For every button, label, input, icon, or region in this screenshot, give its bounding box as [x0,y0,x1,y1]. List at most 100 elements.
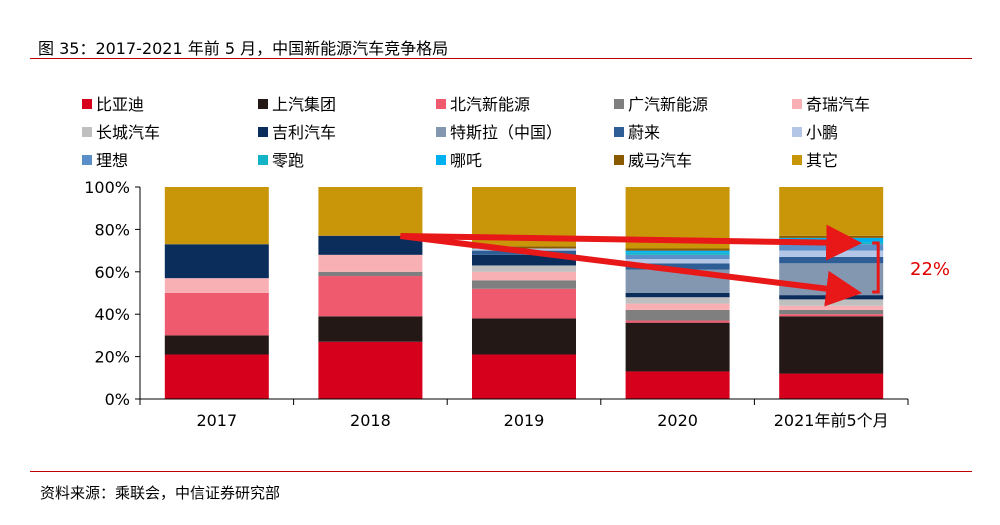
bar-segment [164,187,269,245]
legend-swatch [436,155,446,165]
bar-series [164,187,884,399]
bar-segment [779,305,884,310]
legend-swatch [436,99,446,109]
legend-label: 广汽新能源 [628,95,708,114]
bar-segment [625,320,730,323]
legend-swatch [258,99,268,109]
legend-label: 特斯拉（中国） [450,123,562,142]
legend-label: 其它 [806,151,838,170]
trend-annotation: 22% [400,224,950,307]
trend-arrow-lower [400,233,863,307]
source-note: 资料来源：乘联会，中信证券研究部 [40,484,281,502]
bar-segment [472,246,576,249]
bar-segment [779,299,884,306]
legend-swatch [614,155,624,165]
bar-segment [779,235,884,238]
bar-segment [625,254,730,260]
bar-segment [625,293,730,298]
bar-segment [779,187,884,236]
bar-segment [164,293,269,336]
bar-segment [318,316,423,342]
trend-arrow-upper [400,224,863,261]
bar-segment [318,341,423,399]
legend-swatch [82,127,92,137]
bar-segment [472,254,576,266]
bar-segment [318,235,423,255]
legend-swatch [258,127,268,137]
bar-segment [625,297,730,304]
bar-segment [625,252,730,255]
y-tick-label: 100% [84,178,130,197]
bar-segment [164,335,269,355]
legend-swatch [792,99,802,109]
bar-segment [318,271,423,277]
bar-segment [472,354,576,399]
title-rule [30,58,972,59]
legend-swatch [614,99,624,109]
bar-segment [472,280,576,289]
bar-segment [779,256,884,264]
legend-swatch [82,99,92,109]
bar-segment [472,318,576,355]
y-axis: 0% 20% 40% 60% 80% 100% [84,178,141,409]
bar-segment [472,288,576,319]
y-tick-label: 20% [94,348,130,367]
x-tick-label: 2021年前5个月 [774,411,889,430]
x-tick-label: 2017 [196,411,237,430]
x-tick-label: 2020 [657,411,698,430]
legend-label: 上汽集团 [272,95,336,114]
bar-segment [472,265,576,272]
bar-segment [318,276,423,317]
y-tick-label: 60% [94,263,130,282]
legend-label: 吉利汽车 [272,123,336,142]
bar-segment [625,371,730,399]
bar-segment [625,259,730,264]
x-tick-label: 2018 [350,411,391,430]
bar-segment [779,250,884,257]
bar-segment [625,322,730,372]
legend-label: 奇瑞汽车 [806,95,870,114]
x-axis: 2017 2018 2019 2020 2021年前5个月 [139,398,909,430]
y-tick-label: 80% [94,220,130,239]
share-annotation-label: 22% [910,259,950,280]
legend-label: 长城汽车 [96,123,160,142]
legend-label: 小鹏 [806,123,838,142]
source-rule [30,471,972,472]
bar-segment [164,244,269,279]
legend-label: 零跑 [272,151,304,170]
legend-swatch [792,127,802,137]
bar-segment [779,309,884,315]
legend-swatch [436,127,446,137]
bar-segment [779,373,884,399]
legend-swatch [614,127,624,137]
bar-segment [779,314,884,317]
legend-label: 比亚迪 [96,95,144,114]
bar-segment [779,295,884,300]
y-tick-label: 0% [105,390,130,409]
legend-swatch [82,155,92,165]
x-tick-label: 2019 [504,411,545,430]
y-tick-label: 40% [94,305,130,324]
bar-segment [318,254,423,272]
bar-segment [779,316,884,374]
bar-segment [625,250,730,253]
figure-title: 图 35：2017-2021 年前 5 月，中国新能源汽车竞争格局 [38,39,449,58]
legend-swatch [792,155,802,165]
legend-label: 哪吒 [450,151,482,170]
bar-segment [625,303,730,310]
bar-segment [625,248,730,251]
share-bracket [872,241,880,294]
bar-segment [318,187,423,236]
legend-label: 理想 [96,151,128,170]
legend-label: 北汽新能源 [450,95,530,114]
legend-swatch [258,155,268,165]
legend-label: 蔚来 [628,123,660,142]
legend-label: 威马汽车 [628,151,692,170]
bar-segment [625,263,730,270]
bar-segment [625,309,730,321]
bar-segment [472,271,576,281]
bar-segment [164,354,269,399]
bar-segment [164,278,269,293]
